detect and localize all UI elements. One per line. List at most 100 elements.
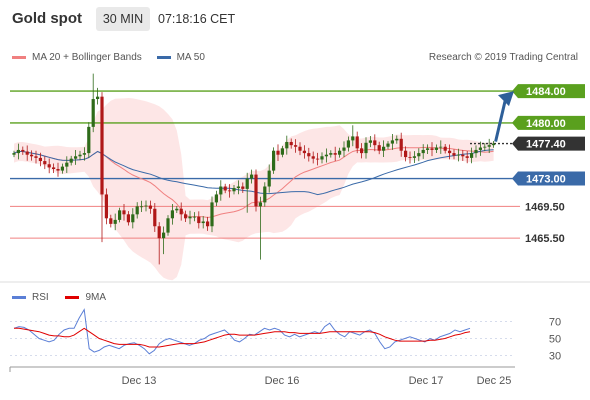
level-tag-1477.40: 1477.40 bbox=[512, 136, 585, 151]
candle-body bbox=[333, 153, 337, 155]
level-label-1465.50: 1465.50 bbox=[525, 233, 565, 245]
candle-body bbox=[280, 148, 284, 155]
candle-body bbox=[157, 226, 161, 239]
candle-body bbox=[390, 140, 394, 144]
candle-body bbox=[430, 148, 434, 150]
rsi-tick-70: 70 bbox=[549, 317, 561, 329]
candle-body bbox=[258, 202, 262, 207]
candle-body bbox=[201, 221, 205, 224]
candle-body bbox=[232, 188, 236, 192]
candle-body bbox=[166, 218, 170, 233]
candle-body bbox=[298, 146, 302, 151]
candle-body bbox=[113, 219, 117, 224]
candle-body bbox=[267, 170, 271, 187]
candle-body bbox=[236, 186, 240, 189]
legend-label-rsi: RSI bbox=[32, 292, 49, 303]
candle-body bbox=[470, 153, 474, 158]
level-tag-bg-1477.40 bbox=[512, 136, 585, 151]
timeframe-badge[interactable]: 30 MIN bbox=[96, 7, 150, 31]
price-panel: 1484.00 1480.00 1477.40 1473.00 1469.50 1465.… bbox=[10, 73, 585, 281]
candle-body bbox=[395, 138, 399, 141]
candle-body bbox=[34, 156, 38, 158]
candle-body bbox=[263, 186, 267, 203]
candle-body bbox=[342, 147, 346, 151]
candle-body bbox=[47, 164, 51, 168]
bollinger-band-area bbox=[14, 98, 494, 281]
rsi-swatch bbox=[12, 295, 26, 299]
candle-body bbox=[30, 154, 34, 157]
candle-body bbox=[250, 174, 254, 179]
candle-body bbox=[346, 140, 350, 148]
candle-body bbox=[25, 151, 29, 155]
candle-body bbox=[320, 156, 324, 160]
candle-body bbox=[492, 143, 496, 146]
candle-body bbox=[131, 214, 135, 223]
level-tag-bg-1484.00 bbox=[512, 84, 585, 99]
candle-body bbox=[461, 154, 465, 157]
candle-body bbox=[329, 153, 333, 155]
level-tag-text-1477.40: 1477.40 bbox=[526, 139, 566, 151]
candle-body bbox=[60, 166, 64, 171]
candle-body bbox=[87, 126, 91, 154]
legend-item-ma50: MA 50 bbox=[156, 52, 205, 63]
candle-body bbox=[109, 218, 113, 224]
candle-body bbox=[474, 149, 478, 154]
x-tick-label-Dec-17: Dec 17 bbox=[409, 375, 444, 387]
level-label-1469.50: 1469.50 bbox=[525, 201, 565, 213]
candle-body bbox=[355, 136, 359, 149]
candle-body bbox=[118, 210, 122, 220]
candle-body bbox=[434, 147, 438, 150]
candle-body bbox=[478, 147, 482, 150]
candle-body bbox=[78, 154, 82, 157]
legend-label-9ma: 9MA bbox=[85, 292, 107, 303]
candle-body bbox=[465, 156, 469, 158]
candle-body bbox=[421, 149, 425, 154]
candle-body bbox=[302, 150, 306, 154]
candle-body bbox=[135, 206, 139, 215]
ma50-line bbox=[13, 149, 494, 196]
candle-body bbox=[294, 145, 298, 147]
candle-body bbox=[219, 186, 223, 195]
candle-body bbox=[289, 141, 293, 146]
rsi-tick-50: 50 bbox=[549, 334, 561, 346]
candle-body bbox=[377, 145, 381, 151]
candle-body bbox=[82, 153, 86, 155]
candle-body bbox=[214, 194, 218, 203]
candle-body bbox=[206, 221, 210, 227]
chart-header: Gold spot 30 MIN 07:18:16 CET bbox=[0, 0, 590, 36]
rsi-tick-30: 30 bbox=[549, 351, 561, 363]
candle-body bbox=[74, 156, 78, 159]
level-tag-1480.00: 1480.00 bbox=[512, 115, 585, 130]
candle-body bbox=[170, 210, 174, 219]
candle-body bbox=[386, 143, 390, 147]
candle-body bbox=[38, 157, 42, 162]
candle-body bbox=[351, 136, 355, 141]
candle-body bbox=[272, 150, 276, 171]
candle-body bbox=[245, 178, 249, 189]
ma9-swatch bbox=[65, 295, 80, 299]
candle-body bbox=[382, 146, 386, 151]
candle-body bbox=[179, 208, 183, 215]
timestamp: 07:18:16 CET bbox=[158, 12, 236, 26]
candle-body bbox=[456, 154, 460, 156]
candle-body bbox=[96, 96, 100, 100]
research-credit: Research © 2019 Trading Central bbox=[428, 52, 578, 63]
level-tag-bg-1473.00 bbox=[512, 171, 585, 186]
candle-body bbox=[412, 156, 416, 158]
candle-body bbox=[12, 153, 16, 155]
candle-body bbox=[52, 167, 56, 170]
candle-body bbox=[69, 158, 73, 163]
candle-body bbox=[144, 205, 148, 207]
candle-body bbox=[192, 216, 196, 218]
instrument-title: Gold spot bbox=[12, 10, 82, 27]
candle-body bbox=[175, 208, 179, 211]
candle-body bbox=[153, 208, 157, 227]
candle-body bbox=[443, 146, 447, 151]
candle-body bbox=[65, 162, 69, 167]
candle-body bbox=[404, 150, 408, 158]
candle-body bbox=[426, 148, 430, 150]
candle-body bbox=[364, 142, 368, 154]
x-tick-label-Dec-13: Dec 13 bbox=[122, 375, 157, 387]
rsi-series-9MA bbox=[14, 327, 471, 348]
candle-body bbox=[373, 140, 377, 146]
